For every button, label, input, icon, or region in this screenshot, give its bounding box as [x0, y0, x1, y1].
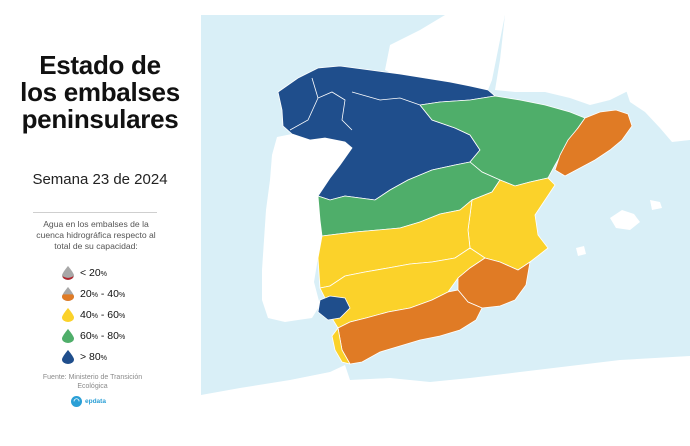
land-north-africa — [201, 356, 690, 421]
basin-tinto-odiel-piedras — [317, 295, 351, 321]
week-label: Semana 23 de 2024 — [32, 171, 168, 188]
island-ibiza — [576, 246, 586, 256]
basin-guadalete-barbate — [331, 327, 351, 365]
island-menorca — [650, 200, 662, 210]
basin-map — [201, 15, 690, 421]
legend: < 20% 20% - 40% 40% - 60% 60% - 80% > 80… — [62, 262, 162, 367]
legend-label: 20% - 40% — [80, 287, 126, 300]
legend-label: < 20% — [80, 266, 107, 279]
droplet-yellow-icon — [62, 307, 74, 322]
legend-item-gt80: > 80% — [62, 346, 162, 367]
legend-item-40-60: 40% - 60% — [62, 304, 162, 325]
land-france — [385, 15, 505, 90]
legend-label: > 80% — [80, 350, 107, 363]
map — [201, 15, 690, 421]
droplet-red-icon — [62, 265, 74, 280]
legend-label: 60% - 80% — [80, 329, 126, 342]
legend-divider — [33, 212, 157, 213]
basin-mediterranea-andaluza — [337, 289, 483, 365]
source-note: Fuente: Ministerio de Transición Ecológi… — [42, 374, 143, 390]
land-corsica-sardinia — [622, 68, 690, 142]
basin-ebro — [419, 95, 586, 187]
legend-item-60-80: 60% - 80% — [62, 325, 162, 346]
legend-item-20-40: 20% - 40% — [62, 283, 162, 304]
title-line: Estado de — [39, 50, 161, 80]
brand-name: epdata — [85, 398, 106, 405]
title-line: los embalses — [20, 77, 180, 107]
basin-borders-north — [289, 77, 421, 131]
basin-cuencas-internas-cataluna — [554, 109, 633, 177]
map-title: Estado de los embalses peninsulares — [0, 52, 200, 133]
legend-item-lt20: < 20% — [62, 262, 162, 283]
legend-description: Agua en los embalses de la cuenca hidrog… — [36, 219, 156, 251]
legend-label: 40% - 60% — [80, 308, 126, 321]
brand-icon: ◠ — [71, 396, 82, 407]
droplet-orange-icon — [62, 286, 74, 301]
droplet-green-icon — [62, 328, 74, 343]
land-portugal — [262, 134, 352, 322]
brand-logo: ◠ epdata — [71, 396, 106, 407]
island-mallorca — [610, 210, 640, 230]
title-line: peninsulares — [21, 104, 179, 134]
droplet-blue-icon — [62, 349, 74, 364]
